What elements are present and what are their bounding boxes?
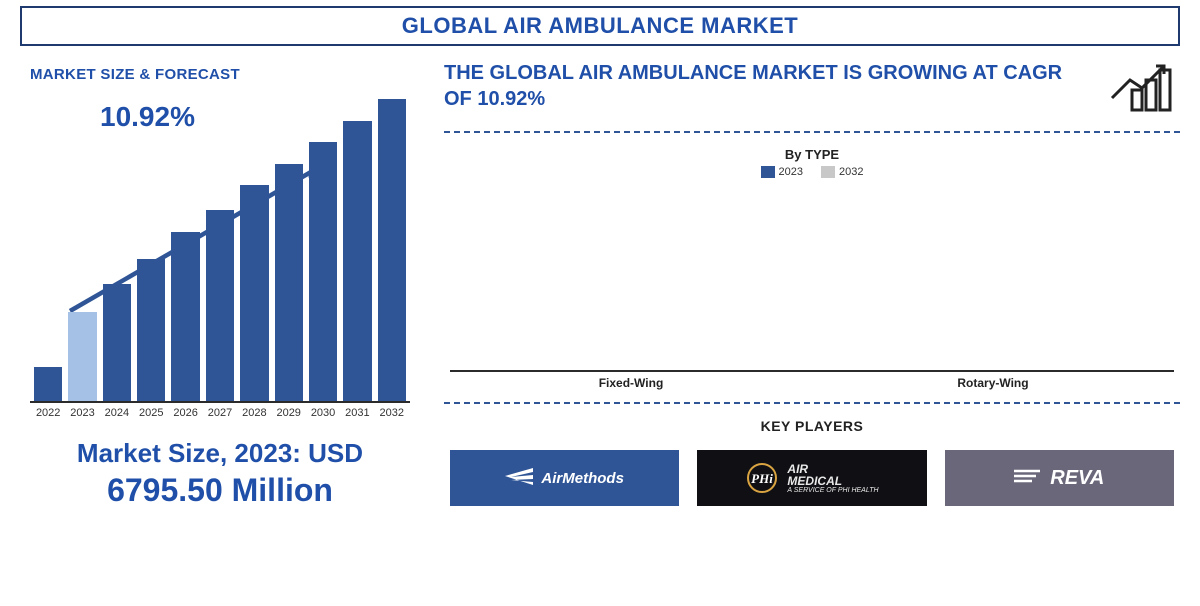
forecast-bar	[309, 142, 337, 401]
year-label: 2029	[275, 407, 303, 419]
year-label: 2031	[343, 407, 371, 419]
year-label: 2024	[103, 407, 131, 419]
legend-swatch	[821, 166, 835, 178]
by-type-bar-chart	[450, 182, 1174, 372]
key-players-title: KEY PLAYERS	[444, 418, 1180, 434]
type-category-label: Fixed-Wing	[450, 376, 812, 390]
legend-item: 2032	[821, 166, 863, 178]
year-label: 2030	[309, 407, 337, 419]
title-bar: GLOBAL AIR AMBULANCE MARKET	[20, 6, 1180, 46]
logo-text: AIRMEDICALA SERVICE OF PHI HEALTH	[787, 463, 878, 494]
forecast-bar	[137, 259, 165, 401]
by-type-title: By TYPE	[444, 147, 1180, 162]
forecast-bar	[378, 99, 406, 401]
year-label: 2027	[206, 407, 234, 419]
logos-row: AirMethods PHi AIRMEDICALA SERVICE OF PHI …	[444, 444, 1180, 506]
forecast-bar	[275, 164, 303, 401]
logo-text: AirMethods	[541, 470, 624, 487]
forecast-bar	[34, 367, 62, 401]
by-type-section: By TYPE 2023 2032 Fixed-WingRotary-Wing	[444, 145, 1180, 390]
year-label: 2032	[378, 407, 406, 419]
growth-chart-icon	[1108, 60, 1180, 119]
wing-icon	[1014, 467, 1044, 489]
year-label: 2028	[240, 407, 268, 419]
by-type-legend: 2023 2032	[444, 166, 1180, 178]
left-column: MARKET SIZE & FORECAST 10.92% 2022202320…	[20, 60, 420, 510]
svg-text:PHi: PHi	[752, 471, 774, 486]
forecast-bar	[103, 284, 131, 401]
growth-subheading: THE GLOBAL AIR AMBULANCE MARKET IS GROWI…	[444, 60, 1092, 112]
forecast-bar	[240, 185, 268, 401]
legend-item: 2023	[761, 166, 803, 178]
year-label: 2023	[68, 407, 96, 419]
company-logo: REVA	[945, 450, 1174, 506]
forecast-x-axis: 2022 2023 2024 2025 2026 2027 2028 2029 2030 2031…	[30, 403, 410, 419]
phi-icon: PHi	[745, 461, 779, 495]
company-logo: PHi AIRMEDICALA SERVICE OF PHI HEALTH	[697, 450, 926, 506]
year-label: 2026	[171, 407, 199, 419]
market-size-label: Market Size, 2023: USD	[77, 438, 363, 468]
divider	[444, 131, 1180, 133]
year-label: 2022	[34, 407, 62, 419]
forecast-bar	[171, 232, 199, 401]
legend-swatch	[761, 166, 775, 178]
forecast-heading: MARKET SIZE & FORECAST	[30, 66, 420, 83]
divider	[444, 402, 1180, 404]
page-title: GLOBAL AIR AMBULANCE MARKET	[402, 13, 798, 39]
year-label: 2025	[137, 407, 165, 419]
main-content: MARKET SIZE & FORECAST 10.92% 2022202320…	[0, 46, 1200, 510]
logo-text: REVA	[1050, 467, 1104, 490]
by-type-category-labels: Fixed-WingRotary-Wing	[450, 376, 1174, 390]
market-size-text: Market Size, 2023: USD 6795.50 Million	[20, 437, 420, 510]
company-logo: AirMethods	[450, 450, 679, 506]
subheading-row: THE GLOBAL AIR AMBULANCE MARKET IS GROWI…	[444, 60, 1180, 119]
market-size-value: 6795.50 Million	[20, 470, 420, 510]
forecast-bar	[343, 121, 371, 401]
wing-icon	[505, 467, 535, 489]
right-column: THE GLOBAL AIR AMBULANCE MARKET IS GROWI…	[444, 60, 1180, 510]
forecast-bar	[206, 210, 234, 401]
forecast-bar	[68, 312, 96, 401]
forecast-bar-chart: 10.92%	[30, 93, 410, 403]
type-category-label: Rotary-Wing	[812, 376, 1174, 390]
